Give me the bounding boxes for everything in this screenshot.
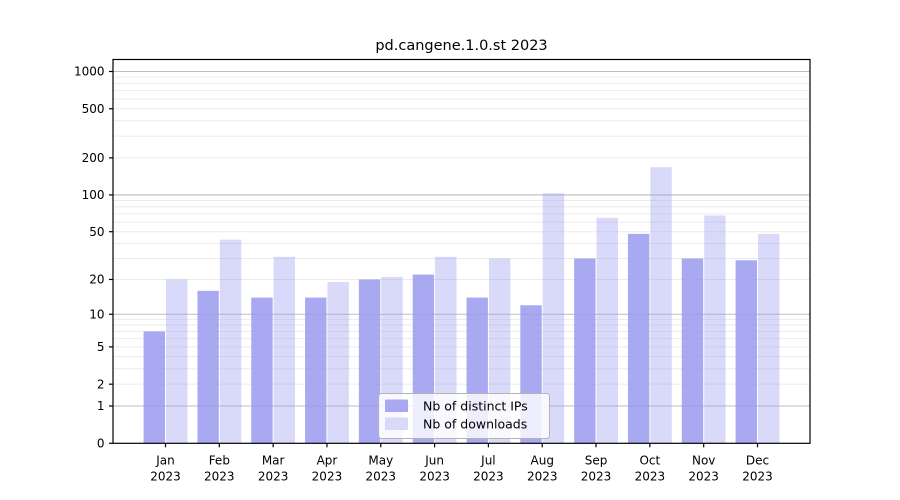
legend-label-distinct-ips: Nb of distinct IPs [423,399,528,414]
bar-distinct-ips-dec [735,260,757,444]
bar-downloads-nov [704,215,726,444]
y-tick-label-500: 500 [82,102,105,116]
bar-downloads-feb [219,239,242,444]
x-tick-label-nov: Nov [692,454,715,468]
legend: Nb of distinct IPs Nb of downloads [378,393,550,439]
x-tick-label-year-jan: 2023 [150,470,181,484]
x-tick-label-jul: Jul [480,454,495,468]
bar-distinct-ips-apr [305,297,327,444]
x-tick-label-year-jul: 2023 [473,470,504,484]
x-tick-label-jun: Jun [424,454,444,468]
x-tick-label-year-feb: 2023 [204,470,235,484]
y-tick-label-50: 50 [89,225,104,239]
legend-swatch-distinct-ips [385,399,408,412]
legend-label-downloads: Nb of downloads [423,417,527,432]
x-tick-label-year-nov: 2023 [688,470,719,484]
x-tick-label-jan: Jan [155,454,175,468]
x-tick-label-oct: Oct [639,454,660,468]
x-tick-label-may: May [368,454,393,468]
x-tick-label-aug: Aug [531,454,554,468]
legend-box [378,393,550,439]
bar-downloads-aug [542,193,565,444]
x-tick-label-year-oct: 2023 [635,470,666,484]
x-tick-label-year-dec: 2023 [742,470,773,484]
x-tick-label-year-mar: 2023 [258,470,289,484]
x-tick-label-dec: Dec [746,454,769,468]
y-tick-label-0: 0 [97,437,105,451]
y-tick-label-20: 20 [89,273,104,287]
x-tick-label-year-sep: 2023 [581,470,612,484]
y-tick-label-5: 5 [97,340,105,354]
minor-gridlines [113,76,810,385]
y-tick-label-100: 100 [82,188,105,202]
y-axis-tick-labels: 0 1 2 5 10 20 50 100 200 500 1000 [74,65,105,451]
bar-downloads-apr [327,282,349,444]
bar-distinct-ips-nov [681,258,704,444]
bar-distinct-ips-mar [251,297,273,444]
x-axis-tick-labels: Jan 2023 Feb 2023 Mar 2023 Apr 2023 May 2023 Jun 20… [150,454,773,484]
chart-title: pd.cangene.1.0.st 2023 [375,38,547,54]
bar-distinct-ips-feb [197,290,219,444]
x-tick-label-sep: Sep [585,454,608,468]
bar-distinct-ips-oct [627,233,650,444]
bar-downloads-dec [758,233,780,444]
x-tick-label-mar: Mar [262,454,285,468]
bar-distinct-ips-sep [574,258,596,444]
axis-ticks [109,70,759,448]
x-tick-label-year-may: 2023 [365,470,396,484]
x-tick-label-feb: Feb [209,454,230,468]
bar-downloads-mar [273,256,296,444]
bar-distinct-ips-jan [143,331,165,444]
bar-distinct-ips-may [358,279,381,444]
x-tick-label-year-aug: 2023 [527,470,558,484]
bar-downloads-jan [166,279,188,444]
legend-swatch-downloads [385,417,408,430]
x-tick-label-year-apr: 2023 [312,470,343,484]
bar-downloads-sep [596,217,618,444]
y-tick-label-1: 1 [97,399,105,413]
y-tick-label-1000: 1000 [74,65,105,79]
plot-frame [112,58,811,444]
y-tick-label-2: 2 [97,377,105,391]
x-tick-label-apr: Apr [317,454,338,468]
x-tick-label-year-jun: 2023 [419,470,450,484]
y-tick-label-10: 10 [89,307,104,321]
bar-downloads-oct [650,167,672,444]
y-tick-label-200: 200 [82,151,105,165]
